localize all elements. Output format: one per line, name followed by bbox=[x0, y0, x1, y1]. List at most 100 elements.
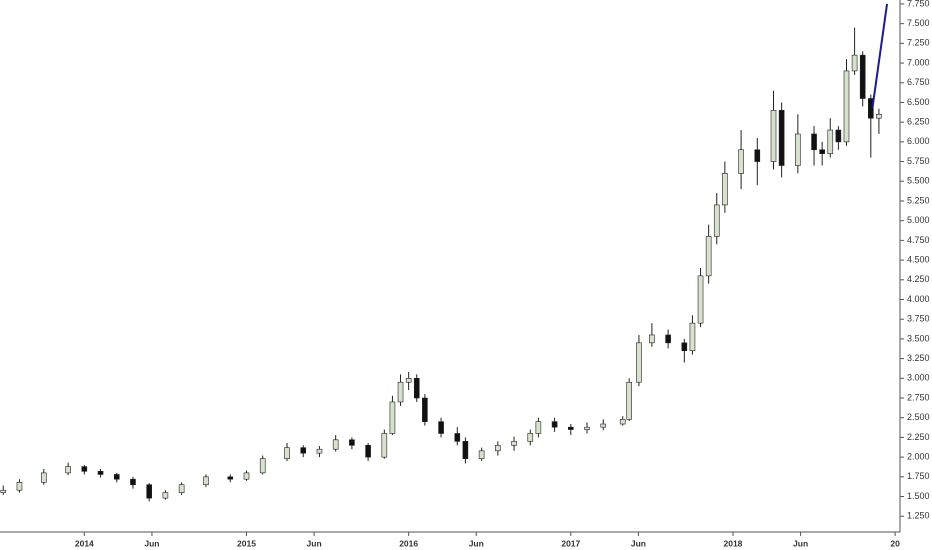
candle-body bbox=[795, 133, 801, 166]
candle-body bbox=[859, 54, 866, 99]
candle-body bbox=[227, 476, 234, 480]
y-tick-label: 1.250 bbox=[907, 511, 930, 521]
candle-body bbox=[619, 418, 626, 425]
candle-body bbox=[438, 421, 444, 434]
y-tick-label: 4.000 bbox=[907, 294, 930, 304]
y-tick-label: 1.500 bbox=[907, 491, 930, 501]
candle-body bbox=[243, 472, 250, 480]
x-tick-label: 2016 bbox=[399, 538, 418, 548]
candle-body bbox=[551, 421, 558, 428]
trendline bbox=[871, 3, 889, 109]
x-tick-label: Jun bbox=[144, 538, 159, 548]
candle-body bbox=[876, 113, 882, 119]
candle-body bbox=[636, 342, 642, 383]
candle-body bbox=[495, 445, 501, 452]
candle-body bbox=[835, 129, 842, 143]
candle-body bbox=[665, 334, 671, 344]
candle-body bbox=[770, 110, 777, 162]
candle-body bbox=[689, 322, 696, 352]
y-tick-label: 6.500 bbox=[907, 97, 930, 107]
candle-body bbox=[811, 133, 817, 151]
candle-body bbox=[81, 466, 88, 472]
y-tick-label: 4.750 bbox=[907, 235, 930, 245]
y-tick-label: 6.750 bbox=[907, 77, 930, 87]
y-tick-label: 3.000 bbox=[907, 373, 930, 383]
y-tick-label: 2.000 bbox=[907, 452, 930, 462]
y-tick-label: 3.500 bbox=[907, 333, 930, 343]
candle-body bbox=[405, 378, 412, 383]
candle-body bbox=[284, 447, 290, 460]
candle-body bbox=[316, 448, 323, 454]
candle-body bbox=[162, 492, 169, 499]
y-tick-label: 5.000 bbox=[907, 215, 930, 225]
x-tick-label: Jun bbox=[307, 538, 322, 548]
candle-body bbox=[40, 472, 47, 483]
candle-body bbox=[65, 466, 71, 474]
y-tick-label: 3.750 bbox=[907, 314, 930, 324]
x-tick-label: 2017 bbox=[561, 538, 580, 548]
candle-body bbox=[422, 397, 428, 422]
candle-body bbox=[349, 439, 355, 446]
candle-body bbox=[535, 421, 542, 434]
candle-body bbox=[868, 98, 874, 119]
candle-body bbox=[713, 204, 720, 237]
y-tick-label: 4.250 bbox=[907, 274, 930, 284]
candle-body bbox=[649, 334, 655, 344]
candle-body bbox=[178, 484, 185, 493]
candle-body bbox=[462, 441, 469, 460]
candle-body bbox=[454, 433, 461, 442]
y-tick-label: 3.250 bbox=[907, 353, 930, 363]
candle-body bbox=[681, 342, 688, 352]
candle-body bbox=[738, 149, 744, 174]
y-tick-label: 7.500 bbox=[907, 18, 930, 28]
candle-body bbox=[16, 482, 23, 491]
x-tick-label: 20 bbox=[890, 538, 900, 548]
candle-body bbox=[97, 471, 104, 475]
candle-body bbox=[130, 478, 136, 486]
candle-body bbox=[259, 458, 266, 474]
candle-body bbox=[827, 129, 834, 154]
candle-body bbox=[332, 439, 339, 450]
candle-body bbox=[705, 236, 712, 277]
y-tick-label: 5.500 bbox=[907, 176, 930, 186]
candle-body bbox=[478, 450, 485, 460]
y-tick-label: 6.000 bbox=[907, 136, 930, 146]
candle-body bbox=[600, 423, 607, 428]
y-tick-label: 6.250 bbox=[907, 117, 930, 127]
candle-body bbox=[626, 381, 632, 420]
candle-body bbox=[851, 54, 858, 72]
y-tick-label: 5.250 bbox=[907, 195, 930, 205]
candle-body bbox=[843, 70, 850, 143]
candle-body bbox=[146, 484, 152, 499]
candle-body bbox=[568, 426, 574, 430]
candle-body bbox=[365, 445, 371, 458]
candle-body bbox=[397, 381, 404, 403]
x-tick-label: 2018 bbox=[724, 538, 743, 548]
x-tick-label: Jun bbox=[793, 538, 808, 548]
y-tick-label: 2.500 bbox=[907, 412, 930, 422]
y-tick-label: 7.750 bbox=[907, 0, 930, 8]
candle-body bbox=[819, 149, 825, 154]
candle-body bbox=[754, 149, 761, 162]
candle-body bbox=[511, 441, 517, 446]
x-tick-label: 2014 bbox=[75, 538, 94, 548]
y-tick-label: 1.750 bbox=[907, 471, 930, 481]
x-tick-label: Jun bbox=[631, 538, 646, 548]
candle-body bbox=[722, 173, 728, 206]
candle-body bbox=[113, 474, 120, 480]
candle-body bbox=[413, 378, 420, 399]
x-tick-label: Jun bbox=[469, 538, 484, 548]
y-tick-label: 4.500 bbox=[907, 254, 930, 264]
y-tick-label: 2.750 bbox=[907, 392, 930, 402]
y-tick-label: 7.000 bbox=[907, 57, 930, 67]
x-tick-label: 2015 bbox=[237, 538, 256, 548]
candle-body bbox=[203, 476, 209, 486]
candle-body bbox=[300, 447, 307, 454]
candle-body bbox=[389, 401, 396, 434]
y-tick-label: 5.750 bbox=[907, 156, 930, 166]
candle-body bbox=[381, 433, 388, 458]
y-tick-label: 7.250 bbox=[907, 38, 930, 48]
candle-body bbox=[527, 433, 534, 442]
y-tick-label: 2.250 bbox=[907, 432, 930, 442]
